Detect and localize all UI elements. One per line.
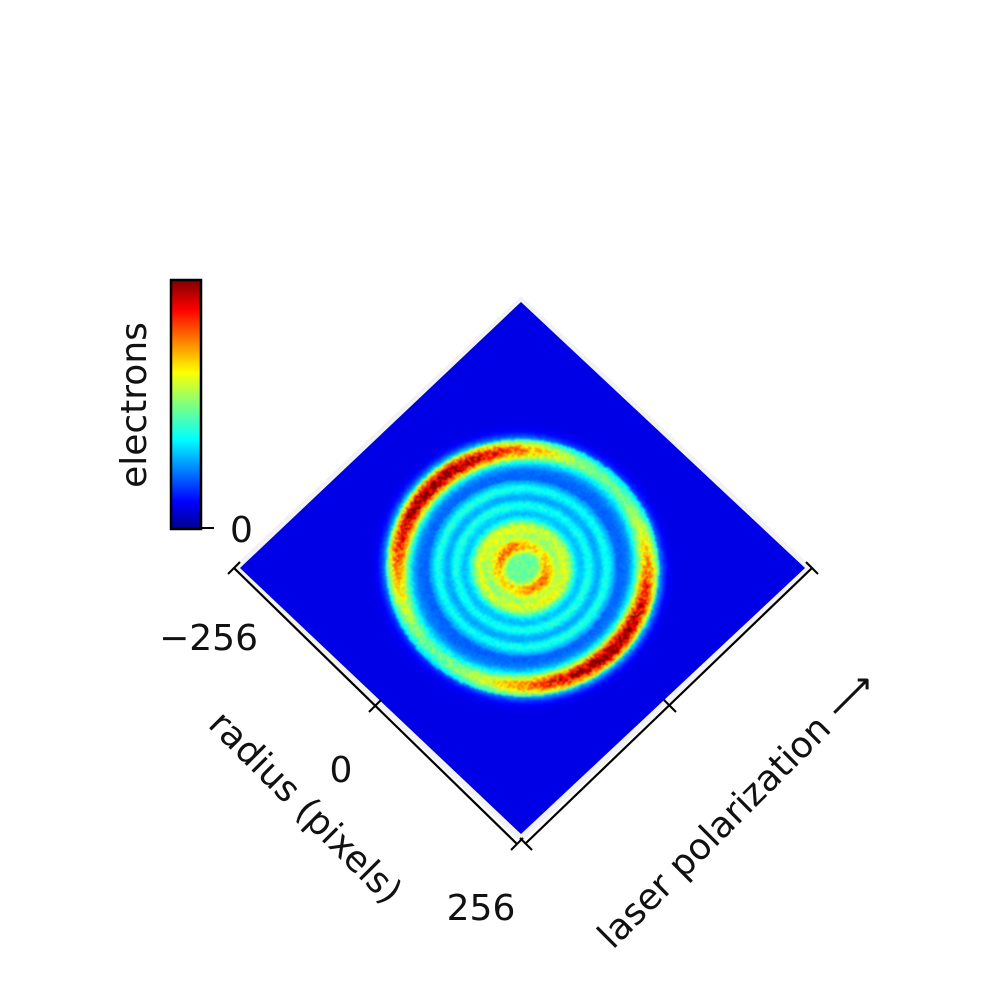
polarization-axis-line: [524, 567, 813, 845]
radius-tick-label: 256: [447, 888, 516, 929]
colorbar-tick-label: 0: [230, 510, 253, 551]
heatmap-image: [240, 302, 805, 834]
radius-axis-label: radius (pixels): [201, 703, 410, 912]
colorbar-gradient: [169, 278, 203, 531]
radius-tick-label: 0: [330, 750, 353, 791]
polarization-tick-max: [805, 561, 819, 575]
colorbar: 0 electrons: [114, 278, 253, 551]
polarization-tick-zero: [663, 699, 677, 713]
radius-tick-zero: [368, 699, 382, 713]
polarization-tick-min: [519, 837, 533, 851]
colorbar-label: electrons: [114, 322, 155, 488]
radius-tick-min: [227, 561, 241, 575]
radius-tick-label: −256: [159, 618, 258, 659]
heatmap-surface: [240, 302, 805, 834]
